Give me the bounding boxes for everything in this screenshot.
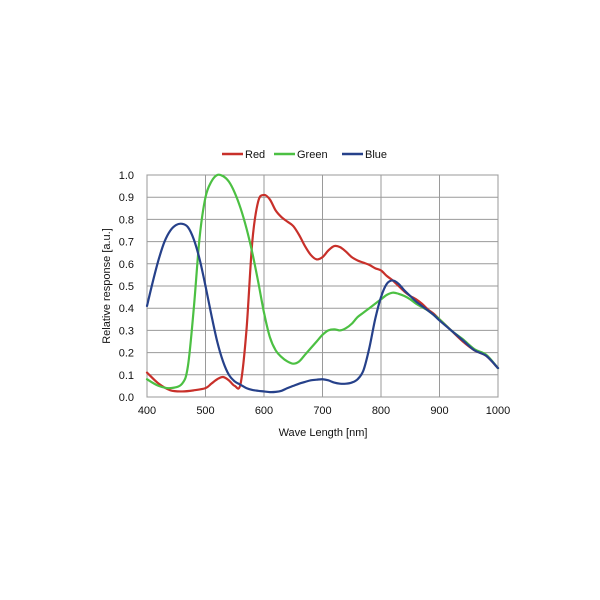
x-tick-label: 1000 bbox=[486, 405, 510, 417]
x-tick-label: 700 bbox=[313, 405, 331, 417]
y-tick-label: 0.6 bbox=[119, 259, 134, 271]
series-line-red bbox=[145, 193, 500, 393]
y-tick-label: 0.5 bbox=[119, 281, 134, 293]
legend-label: Green bbox=[297, 149, 328, 161]
x-tick-label: 400 bbox=[138, 405, 156, 417]
series-line-green bbox=[145, 173, 500, 390]
x-tick-label: 600 bbox=[255, 405, 273, 417]
legend-label: Blue bbox=[365, 149, 387, 161]
legend-item-green: Green bbox=[274, 149, 328, 161]
y-tick-label: 0.2 bbox=[119, 348, 134, 360]
legend-item-blue: Blue bbox=[342, 149, 387, 161]
y-tick-label: 0.7 bbox=[119, 237, 134, 249]
x-tick-label: 900 bbox=[430, 405, 448, 417]
y-tick-label: 0.1 bbox=[119, 370, 134, 382]
y-tick-label: 0.9 bbox=[119, 192, 134, 204]
y-axis-title: Relative response [a.u.] bbox=[101, 228, 113, 344]
x-tick-label: 500 bbox=[196, 405, 214, 417]
series-lines bbox=[145, 173, 500, 394]
y-tick-label: 0.0 bbox=[119, 392, 134, 404]
x-tick-label: 800 bbox=[372, 405, 390, 417]
legend-item-red: Red bbox=[222, 149, 265, 161]
legend: Red Green Blue bbox=[222, 149, 387, 161]
tick-labels: 400 500 600 700 800 900 1000 0.0 0.1 0.2 0.3 0.4 0.5… bbox=[119, 170, 511, 417]
y-tick-label: 0.3 bbox=[119, 325, 134, 337]
x-axis-title: Wave Length [nm] bbox=[279, 427, 368, 439]
y-tick-label: 0.4 bbox=[119, 303, 134, 315]
y-tick-label: 1.0 bbox=[119, 170, 134, 182]
series-line-blue bbox=[145, 222, 500, 394]
y-tick-label: 0.8 bbox=[119, 214, 134, 226]
legend-label: Red bbox=[245, 149, 265, 161]
